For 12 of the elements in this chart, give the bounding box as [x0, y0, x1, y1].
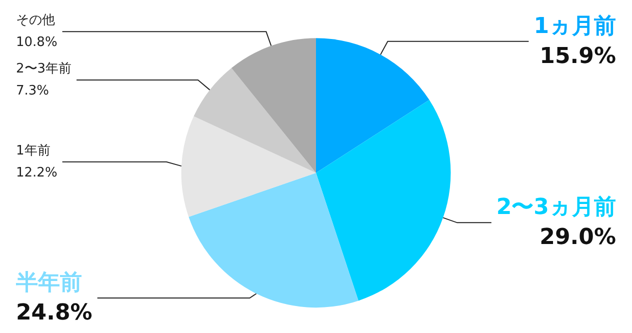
data-label: 29.0% [540, 225, 616, 250]
data-label: 10.8% [16, 35, 58, 50]
slice-label: その他 [16, 13, 55, 28]
data-label: 24.8% [16, 300, 92, 326]
slice-label: 1年前 [16, 143, 50, 158]
slice-label: 2〜3年前 [16, 62, 72, 76]
slice-label: 2〜3ヵ月前 [496, 195, 616, 220]
slice-label: 半年前 [15, 270, 82, 296]
data-label: 12.2% [16, 165, 58, 180]
data-label: 15.9% [540, 44, 616, 69]
data-label: 7.3% [16, 84, 50, 98]
slice-label: 1ヵ月前 [534, 14, 616, 39]
